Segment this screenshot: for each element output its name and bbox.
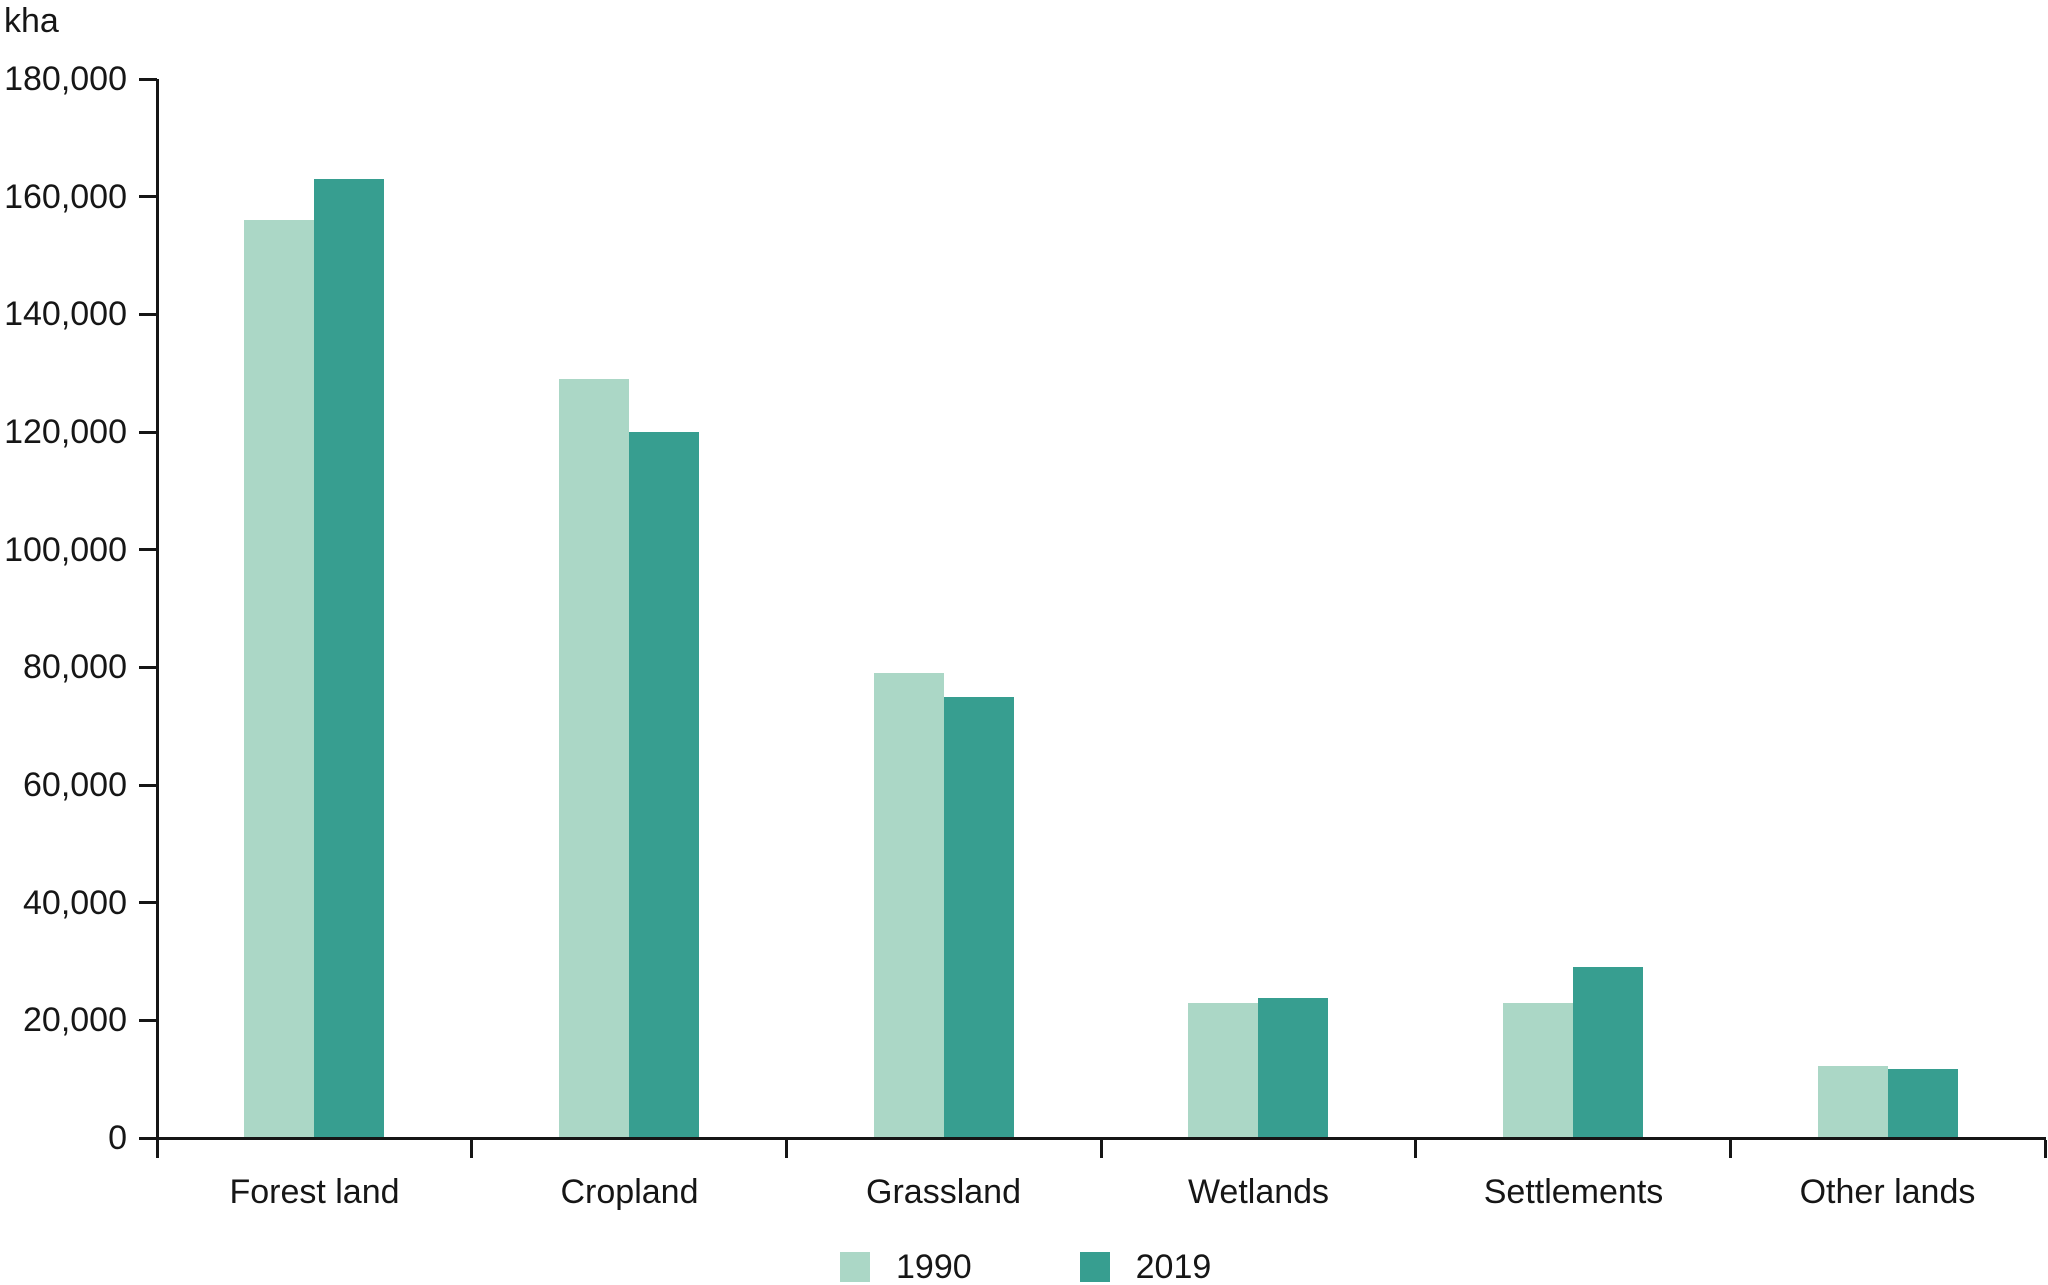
y-axis-tick-label: 80,000 [23, 648, 127, 687]
bar-2019-grassland [944, 697, 1014, 1138]
category-label-grassland: Grassland [866, 1173, 1021, 1211]
x-axis-tick [1099, 1139, 1103, 1158]
y-axis-tick-label: 40,000 [23, 883, 127, 922]
legend-swatch-2019 [1079, 1252, 1110, 1282]
y-axis-tick [139, 312, 157, 316]
bar-1990-wetlands [1188, 1003, 1258, 1138]
x-axis-tick [470, 1139, 474, 1158]
y-axis-tick-label: 180,000 [4, 60, 127, 98]
x-axis-tick [1414, 1139, 1418, 1158]
bar-1990-settlements [1503, 1003, 1573, 1138]
legend-item-1990: 1990 [840, 1250, 972, 1284]
x-axis-line [139, 1136, 2046, 1140]
bar-1990-forest-land [244, 220, 314, 1138]
x-axis-tick [2043, 1139, 2047, 1158]
y-axis-tick [139, 77, 157, 81]
bar-1990-grassland [874, 673, 944, 1138]
y-axis-tick-label: 0 [108, 1119, 127, 1157]
y-axis-tick [139, 430, 157, 434]
category-label-cropland: Cropland [560, 1173, 699, 1211]
y-axis-tick [139, 548, 157, 552]
bar-2019-forest-land [314, 179, 384, 1138]
y-axis-tick-label: 160,000 [4, 177, 127, 216]
category-label-forest-land: Forest land [229, 1173, 400, 1211]
bar-2019-other-lands [1888, 1069, 1958, 1138]
y-axis-tick [139, 195, 157, 199]
y-axis-tick [139, 665, 157, 669]
y-axis-line [155, 79, 159, 1158]
y-axis-tick-label: 60,000 [23, 766, 127, 804]
bar-1990-other-lands [1818, 1066, 1888, 1138]
legend-item-2019: 2019 [1079, 1248, 1212, 1285]
y-axis-tick-label: 140,000 [4, 295, 127, 334]
y-axis-tick-label: 100,000 [4, 530, 127, 569]
bar-2019-cropland [629, 432, 699, 1138]
legend-swatch-1990 [840, 1252, 870, 1282]
y-axis-unit-label: kha [4, 2, 59, 40]
x-axis-tick [784, 1139, 788, 1158]
legend: 1990 2019 [840, 1250, 1211, 1284]
x-axis-tick [1728, 1139, 1732, 1158]
y-axis-tick-label: 120,000 [4, 413, 127, 451]
category-label-other-lands: Other lands [1799, 1173, 1976, 1211]
y-axis-tick-label: 20,000 [23, 1001, 127, 1040]
bar-2019-wetlands [1258, 998, 1328, 1138]
y-axis-tick [139, 1018, 157, 1022]
y-axis-tick [139, 1136, 157, 1140]
category-label-wetlands: Wetlands [1187, 1173, 1330, 1211]
legend-label-2019: 2019 [1135, 1248, 1212, 1285]
category-label-settlements: Settlements [1483, 1173, 1664, 1211]
bar-1990-cropland [559, 379, 629, 1138]
bar-2019-settlements [1573, 967, 1643, 1138]
y-axis-tick [139, 901, 157, 905]
y-axis-tick [139, 783, 157, 787]
legend-label-1990: 1990 [896, 1248, 972, 1285]
